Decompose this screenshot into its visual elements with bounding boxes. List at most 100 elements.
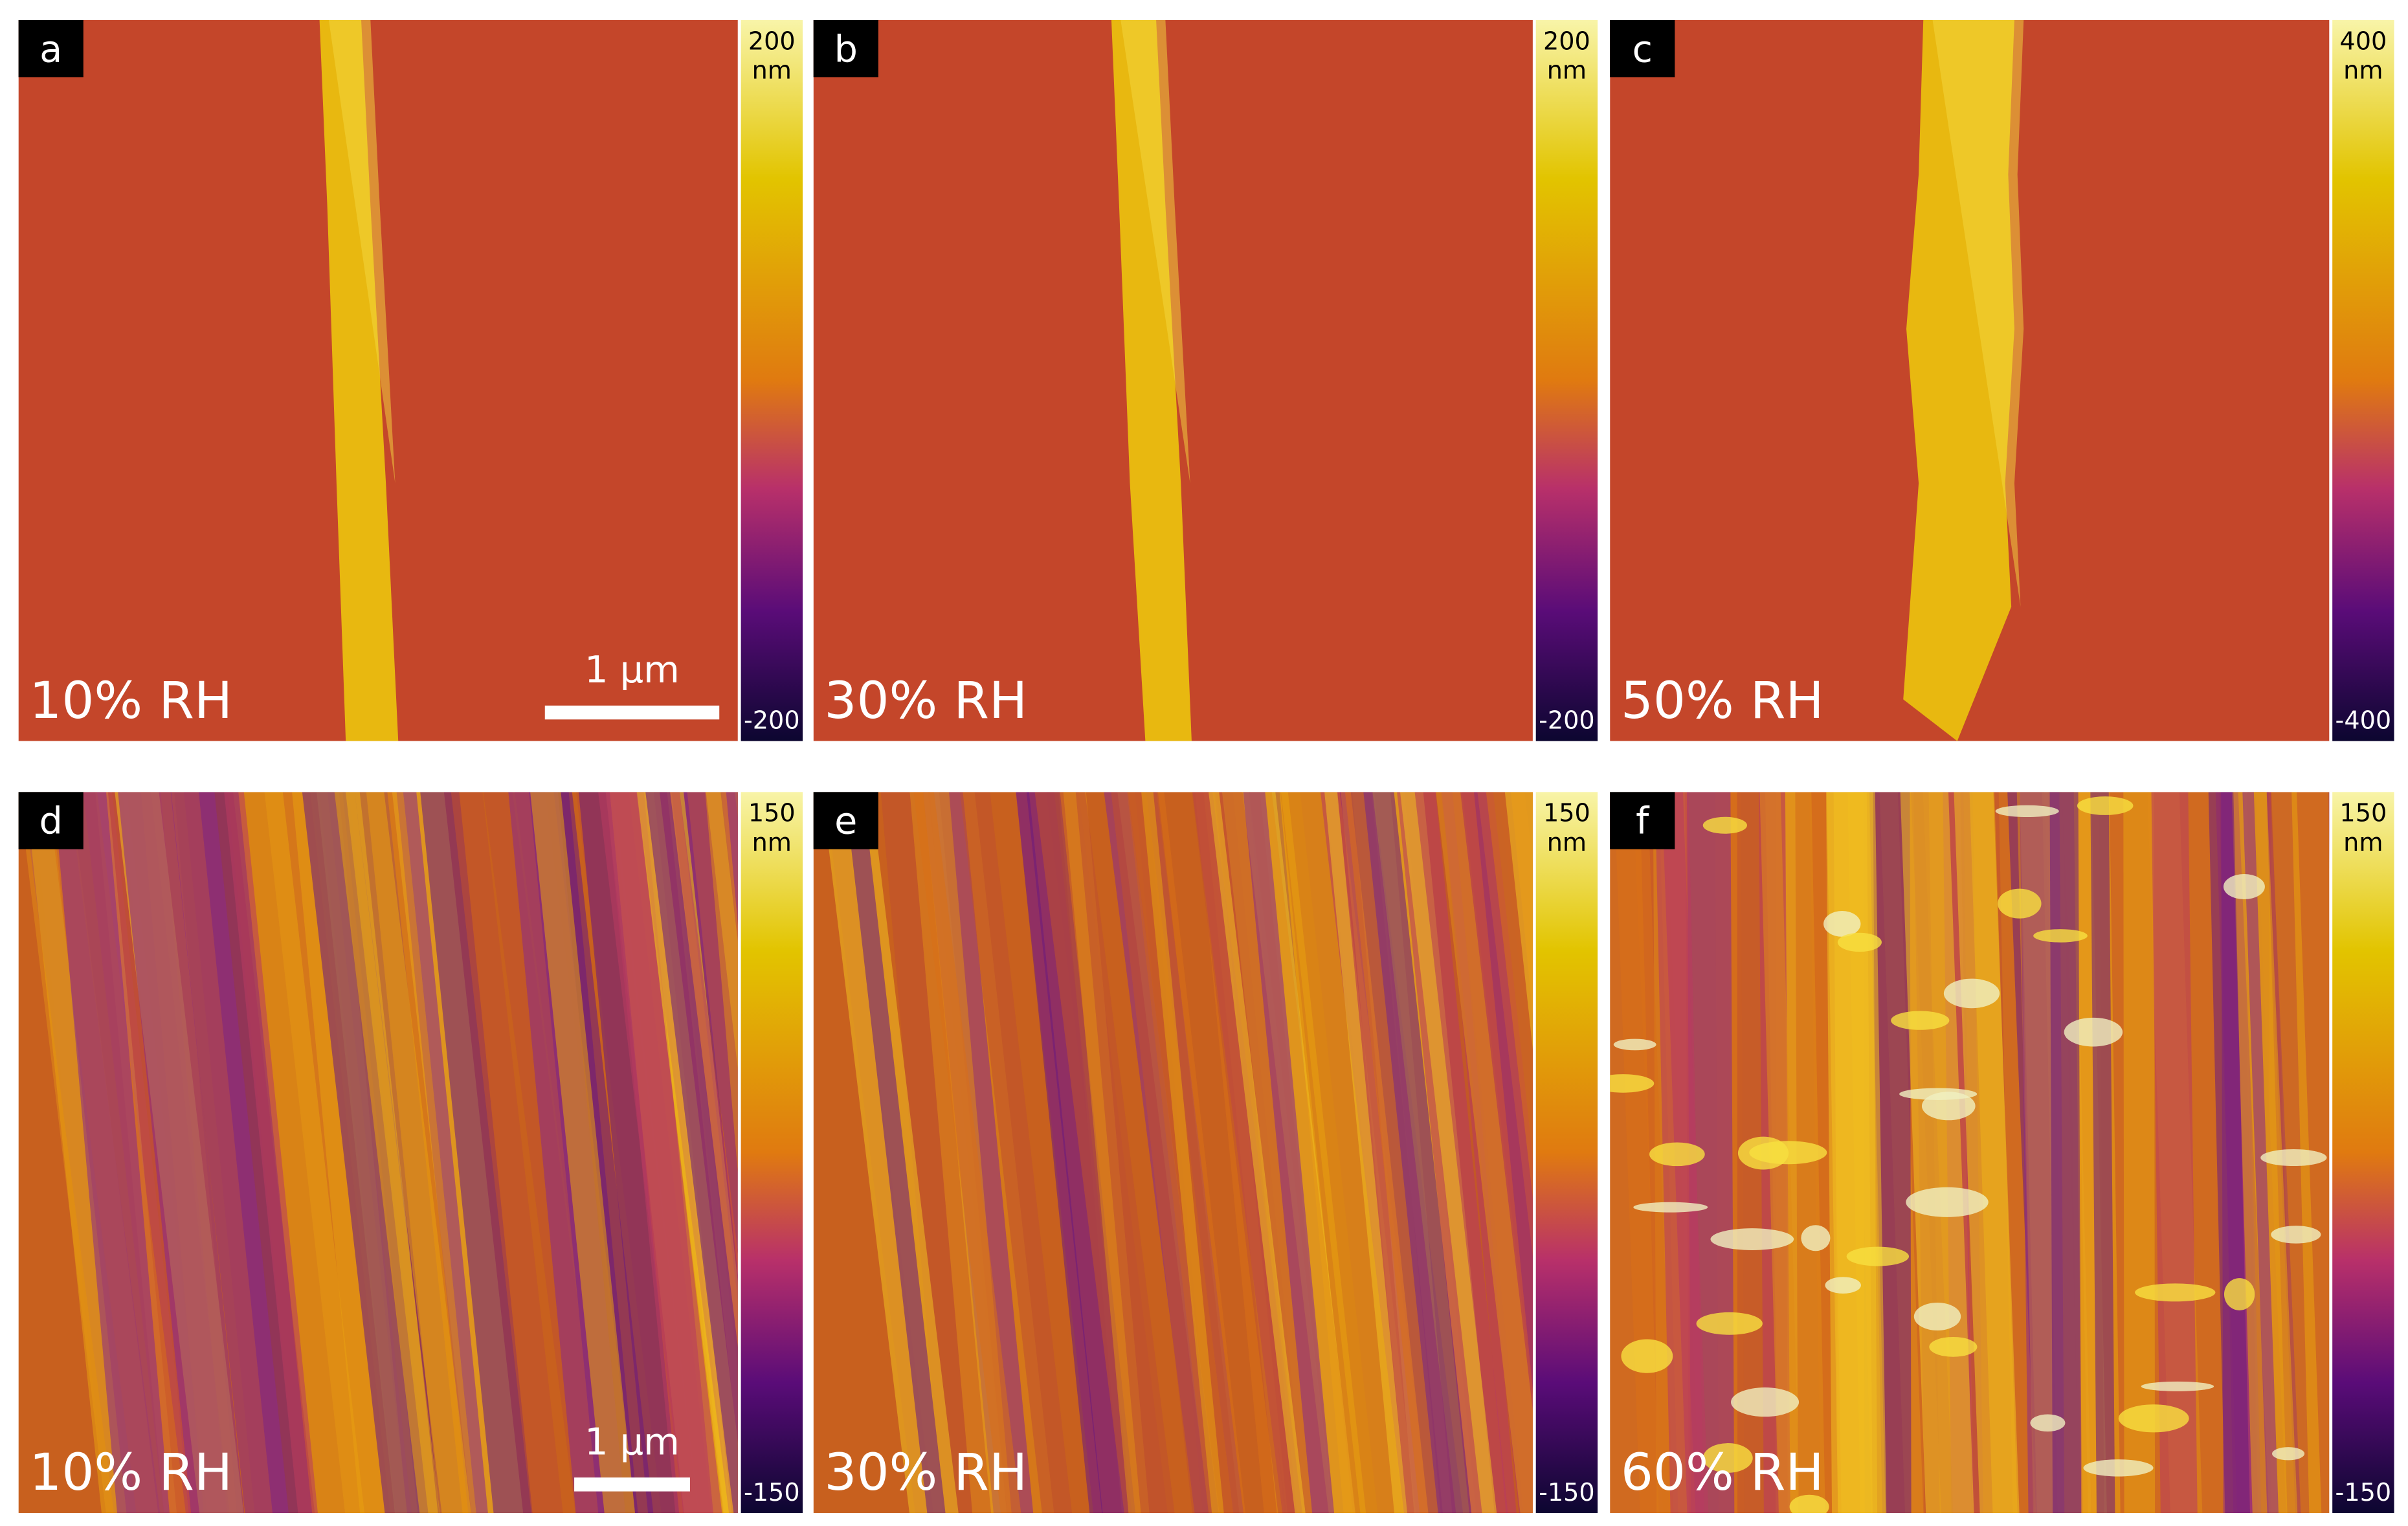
- texture: [598, 792, 722, 1513]
- texture: [1344, 792, 1438, 1513]
- condition-label: 50% RH: [1621, 671, 1824, 730]
- texture: [1063, 792, 1141, 1513]
- blob: [2260, 1149, 2327, 1167]
- colorbar: [741, 792, 803, 1513]
- blob: [2272, 1447, 2305, 1461]
- colorbar: [2332, 792, 2394, 1513]
- afm-image: [813, 20, 1533, 741]
- blob: [1749, 1141, 1827, 1165]
- blob: [2224, 1278, 2255, 1310]
- blob: [1696, 1312, 1763, 1335]
- texture: [1436, 792, 1533, 1513]
- colorbar-min: -150: [744, 1478, 800, 1507]
- condition-label: 10% RH: [29, 671, 232, 730]
- blob: [2223, 873, 2265, 900]
- fiber: [1111, 20, 1192, 741]
- condition-label: 30% RH: [824, 671, 1027, 730]
- texture: [2049, 792, 2082, 1513]
- label-box: [813, 20, 878, 78]
- texture: [2208, 792, 2250, 1513]
- colorbar-max: 150: [2339, 799, 2387, 827]
- texture: [2123, 792, 2156, 1513]
- scale-bar-label: 1 µm: [585, 649, 680, 691]
- texture: [1954, 792, 2020, 1513]
- texture: [2242, 792, 2279, 1513]
- colorbar-unit: nm: [752, 56, 792, 85]
- texture: [1016, 792, 1103, 1513]
- blob: [2030, 1414, 2066, 1432]
- texture: [302, 792, 429, 1513]
- blob: [1906, 1187, 1989, 1217]
- colorbar-min: -200: [1539, 706, 1595, 735]
- blob: [2083, 1459, 2154, 1477]
- blob: [1702, 1443, 1753, 1473]
- colorbar-unit: nm: [752, 828, 792, 857]
- blob: [1825, 1277, 1861, 1294]
- texture: [334, 792, 440, 1513]
- afm-image: [1610, 792, 2330, 1513]
- texture: [578, 792, 680, 1513]
- blob: [1998, 888, 2042, 919]
- texture: [2090, 792, 2115, 1513]
- texture: [913, 792, 1021, 1513]
- texture: [1399, 792, 1497, 1513]
- blob: [1913, 1303, 1961, 1330]
- condition-label: 60% RH: [1621, 1442, 1824, 1502]
- label-box: [18, 20, 84, 78]
- panel-label: e: [834, 800, 857, 843]
- blob: [1649, 1142, 1705, 1167]
- scale-bar: [544, 705, 720, 720]
- condition-label: 30% RH: [824, 1442, 1027, 1502]
- texture: [233, 792, 365, 1513]
- blob: [1846, 1246, 1910, 1266]
- colorbar: [2332, 20, 2394, 741]
- texture: [530, 792, 636, 1513]
- blob: [1730, 1387, 1800, 1417]
- texture: [645, 792, 738, 1513]
- blob: [2118, 1404, 2189, 1433]
- texture: [1141, 792, 1224, 1513]
- fiber: [319, 20, 399, 741]
- blob: [1610, 1074, 1655, 1093]
- blob: [2135, 1283, 2216, 1302]
- texture: [354, 792, 471, 1513]
- blob: [1837, 932, 1882, 952]
- panel-label: c: [1632, 28, 1652, 71]
- texture: [170, 792, 289, 1513]
- colorbar-max: 200: [748, 27, 796, 55]
- texture: [420, 792, 533, 1513]
- blob: [1710, 1228, 1794, 1250]
- blob: [1621, 1339, 1673, 1373]
- blob: [2141, 1381, 2214, 1391]
- texture: [2151, 792, 2198, 1513]
- label-box: [813, 792, 878, 849]
- colorbar-unit: nm: [2343, 828, 2383, 857]
- colorbar-min: -150: [1539, 1478, 1595, 1507]
- colorbar-max: 150: [748, 799, 796, 827]
- blob: [1943, 978, 2000, 1009]
- texture: [1111, 792, 1240, 1513]
- condition-label: 10% RH: [29, 1442, 232, 1502]
- texture: [118, 792, 245, 1513]
- label-box: [18, 792, 84, 849]
- blob: [1633, 1202, 1708, 1213]
- panel-label: f: [1636, 800, 1650, 843]
- afm-image: [18, 20, 738, 741]
- blob: [2077, 796, 2134, 815]
- colorbar-min: -200: [744, 706, 800, 735]
- colorbar-unit: nm: [1547, 828, 1587, 857]
- texture: [1900, 792, 1974, 1513]
- panel-label: a: [39, 28, 62, 71]
- blob: [1789, 1494, 1829, 1513]
- blob: [1891, 1011, 1950, 1030]
- fiber-highlight: [1932, 20, 2024, 607]
- colorbar-max: 150: [1543, 799, 1590, 827]
- blob: [2064, 1017, 2123, 1047]
- afm-image: [813, 792, 1533, 1513]
